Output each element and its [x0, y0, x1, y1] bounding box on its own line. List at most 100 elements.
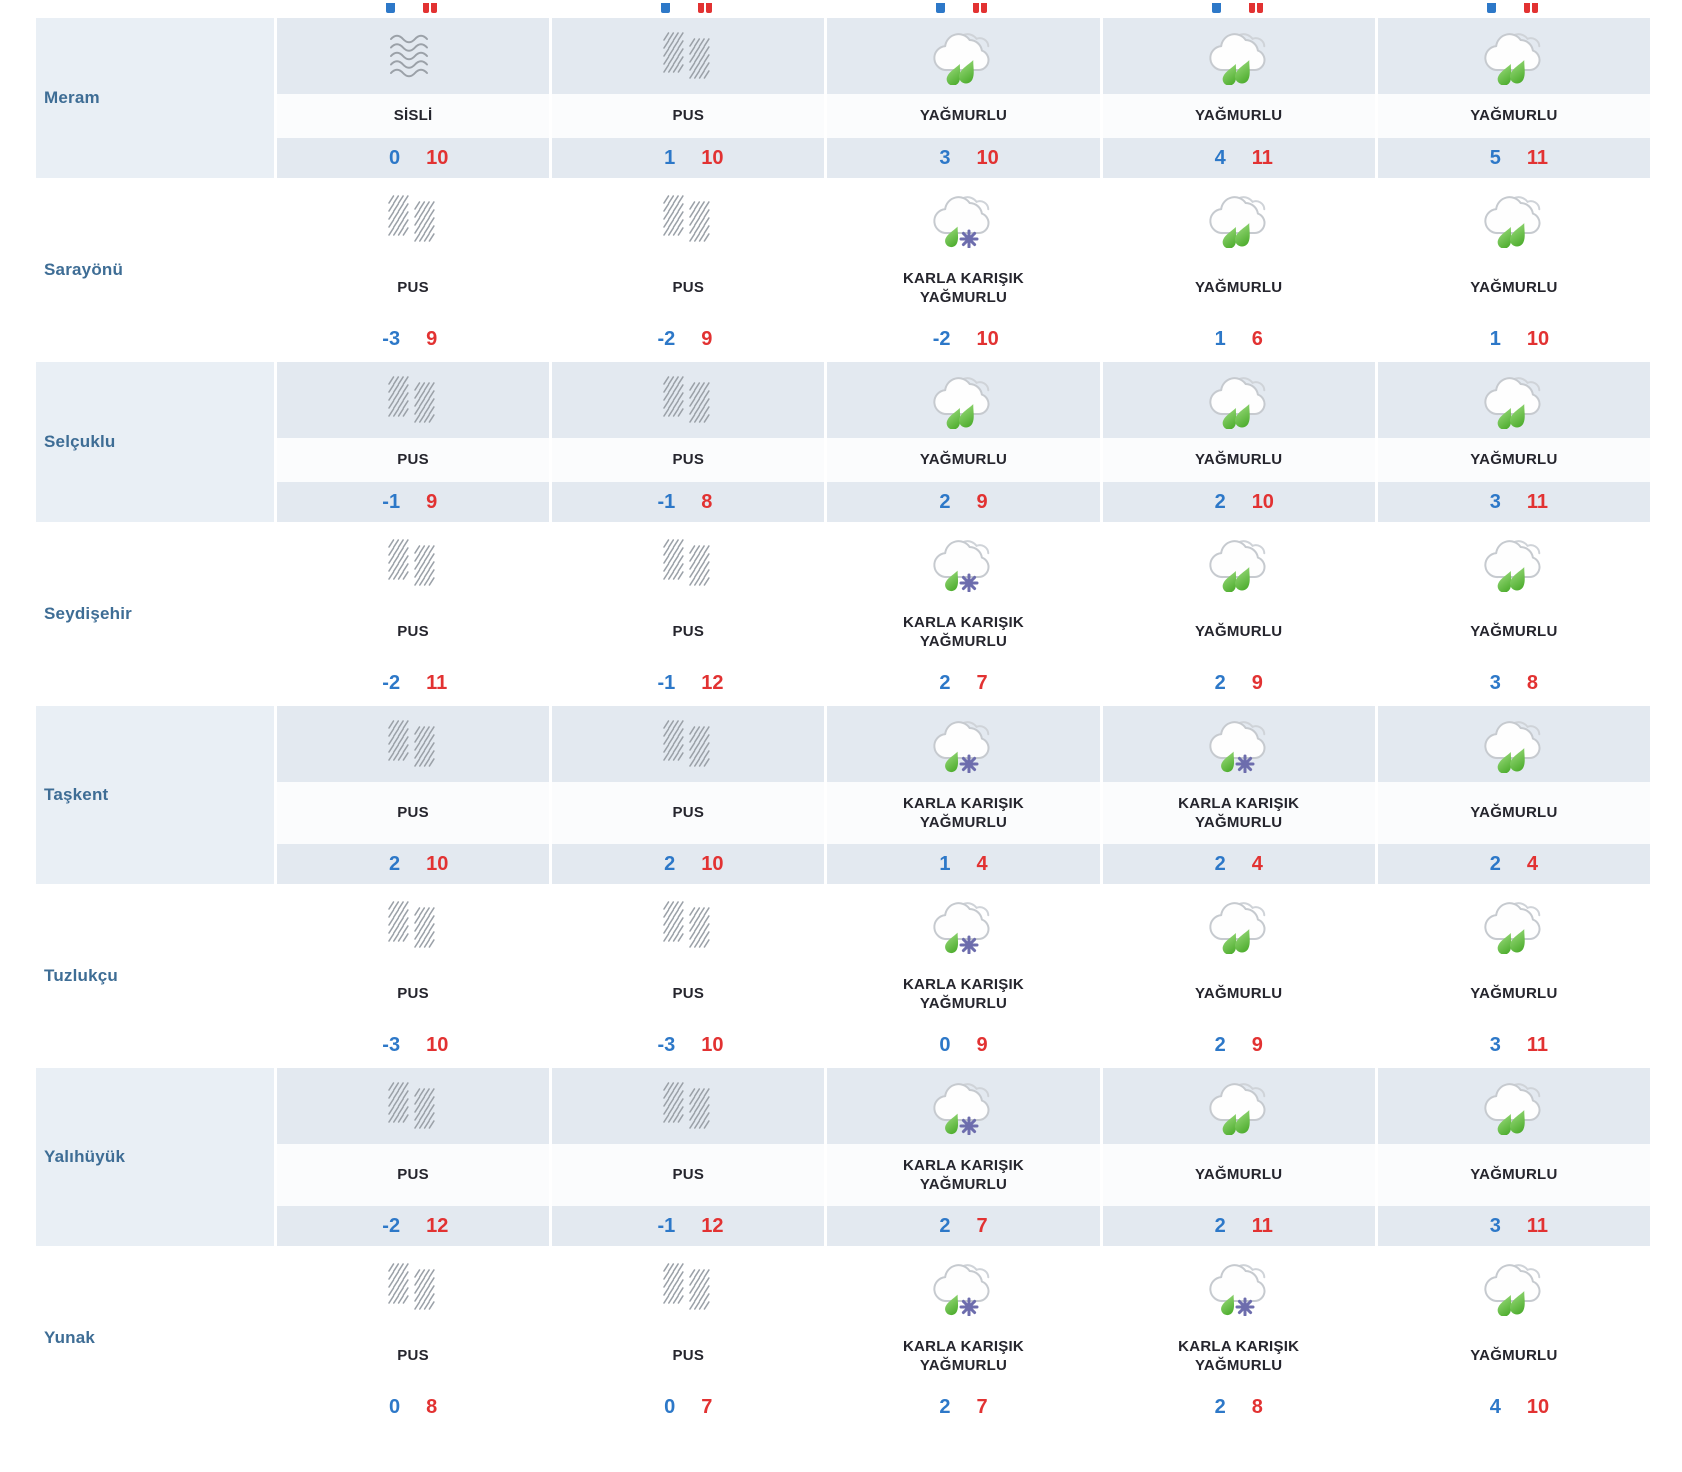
min-temperature: 2 — [664, 852, 676, 875]
min-temperature: 2 — [1214, 852, 1226, 875]
condition-strip: YAĞMURLU — [1378, 963, 1650, 1025]
forecast-day-cell: YAĞMURLU 2 9 — [1099, 525, 1375, 703]
clipped-temp-pair — [1100, 0, 1375, 18]
rain-icon — [1477, 1258, 1551, 1316]
condition-strip: PUS — [552, 257, 824, 319]
temperature-strip: -3 10 — [552, 1025, 824, 1065]
weather-icon-strip — [552, 706, 825, 782]
district-name: Tuzlukçu — [44, 966, 119, 985]
max-temperature: 9 — [426, 490, 438, 513]
condition-label: KARLA KARIŞIK YAĞMURLU — [1178, 1337, 1300, 1374]
max-temperature: 8 — [1526, 671, 1539, 694]
condition-label: KARLA KARIŞIK YAĞMURLU — [1178, 794, 1300, 831]
forecast-day-cell: PUS -2 11 — [274, 525, 549, 703]
condition-label: YAĞMURLU — [1195, 107, 1283, 125]
forecast-day-cell: YAĞMURLU 3 8 — [1374, 525, 1650, 703]
temperature-strip: 2 10 — [552, 844, 825, 884]
mist-icon — [376, 371, 450, 429]
temperature-strip: 2 10 — [277, 844, 550, 884]
weather-icon-strip — [1103, 887, 1375, 963]
weather-icon-strip — [277, 525, 549, 601]
forecast-day-cell: YAĞMURLU 4 11 — [1099, 18, 1375, 178]
rain-icon — [1477, 371, 1551, 429]
max-temperature: 9 — [701, 327, 713, 350]
max-temperature: 10 — [976, 327, 999, 350]
mist-icon — [376, 715, 450, 773]
forecast-day-cell: KARLA KARIŞIK YAĞMURLU 0 9 — [824, 887, 1099, 1065]
temperature-strip: 1 10 — [1378, 319, 1650, 359]
min-temperature: 3 — [1489, 490, 1501, 513]
weather-icon-strip — [1102, 1068, 1375, 1144]
forecast-day-cell: PUS -2 9 — [549, 181, 824, 359]
condition-strip: SİSLİ — [277, 94, 550, 138]
weather-icon-strip — [1102, 18, 1375, 94]
temperature-strip: 0 10 — [277, 138, 550, 178]
condition-strip: PUS — [552, 94, 825, 138]
max-temperature: 4 — [1251, 852, 1263, 875]
forecast-day-cell: KARLA KARIŞIK YAĞMURLU 2 7 — [824, 1068, 1100, 1246]
rain-icon — [1477, 190, 1551, 248]
district-row: Yunak PUS 0 8 PUS 0 7 KARLA KARIŞIK YAĞMURLU 2 7 K… — [36, 1249, 1650, 1427]
condition-label: YAĞMURLU — [1470, 985, 1558, 1003]
condition-strip: PUS — [277, 438, 550, 482]
temperature-strip: 4 10 — [1378, 1387, 1650, 1427]
mist-icon — [651, 1077, 725, 1135]
forecast-day-cell: PUS -1 8 — [549, 362, 825, 522]
weather-icon-strip — [277, 362, 550, 438]
condition-strip: YAĞMURLU — [1377, 94, 1650, 138]
condition-strip: YAĞMURLU — [1377, 782, 1650, 844]
condition-strip: YAĞMURLU — [1102, 1144, 1375, 1206]
sleet-icon — [926, 1077, 1000, 1135]
temperature-strip: -2 12 — [277, 1206, 550, 1246]
temperature-strip: 3 11 — [1378, 1025, 1650, 1065]
rain-icon — [1477, 896, 1551, 954]
mist-icon — [376, 1258, 450, 1316]
mist-icon — [651, 371, 725, 429]
district-row: Meram SİSLİ 0 10 PUS 1 10 YAĞMURLU 3 10 YAĞMURLU 4 1… — [36, 18, 1650, 178]
min-temperature: 3 — [1489, 1214, 1501, 1237]
min-temperature: 3 — [1489, 671, 1501, 694]
weather-icon-strip — [1378, 525, 1650, 601]
min-temperature: 3 — [939, 146, 951, 169]
condition-strip: YAĞMURLU — [1378, 1325, 1650, 1387]
weather-icon-strip — [552, 1068, 825, 1144]
min-temperature: 4 — [1214, 146, 1226, 169]
condition-strip: PUS — [277, 1325, 549, 1387]
forecast-day-cell: YAĞMURLU 3 11 — [1374, 887, 1650, 1065]
max-temperature: 9 — [976, 490, 988, 513]
forecast-day-cell: SİSLİ 0 10 — [274, 18, 550, 178]
forecast-day-cell: PUS 0 8 — [274, 1249, 549, 1427]
clipped-temp-pair — [824, 0, 1099, 18]
forecast-day-cell: YAĞMURLU 1 10 — [1374, 181, 1650, 359]
condition-label: PUS — [397, 623, 429, 641]
max-temperature: 8 — [1251, 1395, 1263, 1418]
max-temperature: 4 — [976, 852, 988, 875]
min-temperature: 1 — [1214, 327, 1226, 350]
max-temperature: 10 — [701, 146, 724, 169]
forecast-day-cell: PUS 2 10 — [274, 706, 550, 884]
min-temperature: 4 — [1489, 1395, 1501, 1418]
rain-icon — [1202, 190, 1276, 248]
mist-icon — [651, 534, 725, 592]
weather-icon-strip — [277, 706, 550, 782]
condition-strip: PUS — [552, 782, 825, 844]
condition-strip: YAĞMURLU — [827, 438, 1100, 482]
max-temperature: 7 — [976, 671, 988, 694]
max-temperature: 9 — [1251, 671, 1263, 694]
weather-icon-strip — [552, 362, 825, 438]
condition-label: KARLA KARIŞIK YAĞMURLU — [902, 613, 1024, 650]
weather-icon-strip — [827, 887, 1099, 963]
temperature-strip: 5 11 — [1377, 138, 1650, 178]
min-temperature: 2 — [1489, 852, 1501, 875]
clipped-temp-pair — [274, 0, 549, 18]
condition-label: YAĞMURLU — [1470, 451, 1558, 469]
max-temperature: 8 — [426, 1395, 438, 1418]
condition-label: PUS — [672, 804, 705, 822]
max-temperature: 11 — [426, 671, 448, 694]
forecast-day-cell: YAĞMURLU 2 9 — [824, 362, 1100, 522]
sleet-icon — [926, 190, 1000, 248]
max-temperature: 10 — [701, 852, 724, 875]
temperature-strip: -2 10 — [827, 319, 1099, 359]
